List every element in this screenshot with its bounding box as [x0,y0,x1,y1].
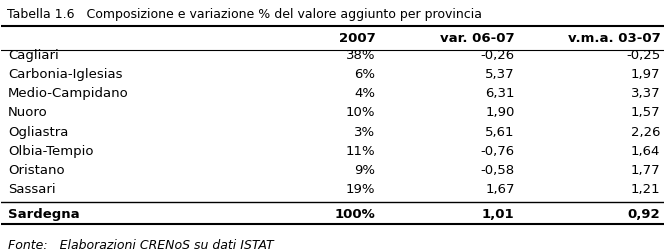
Text: Nuoro: Nuoro [8,106,48,119]
Text: -0,25: -0,25 [626,49,660,61]
Text: 9%: 9% [354,163,376,176]
Text: -0,76: -0,76 [481,144,515,157]
Text: 1,64: 1,64 [631,144,660,157]
Text: 4%: 4% [354,87,376,100]
Text: 10%: 10% [346,106,376,119]
Text: Carbonia-Iglesias: Carbonia-Iglesias [8,68,122,81]
Text: Cagliari: Cagliari [8,49,59,61]
Text: 6%: 6% [354,68,376,81]
Text: 11%: 11% [346,144,376,157]
Text: Fonte:   Elaborazioni CRENoS su dati ISTAT: Fonte: Elaborazioni CRENoS su dati ISTAT [8,238,273,251]
Text: Sassari: Sassari [8,182,56,195]
Text: 19%: 19% [346,182,376,195]
Text: 1,01: 1,01 [482,207,515,220]
Text: Ogliastra: Ogliastra [8,125,68,138]
Text: 38%: 38% [346,49,376,61]
Text: Olbia-Tempio: Olbia-Tempio [8,144,94,157]
Text: 1,90: 1,90 [485,106,515,119]
Text: 3%: 3% [354,125,376,138]
Text: 6,31: 6,31 [485,87,515,100]
Text: 1,21: 1,21 [630,182,660,195]
Text: 5,37: 5,37 [485,68,515,81]
Text: 3,37: 3,37 [630,87,660,100]
Text: 1,77: 1,77 [630,163,660,176]
Text: 1,67: 1,67 [485,182,515,195]
Text: var. 06-07: var. 06-07 [440,32,515,45]
Text: -0,58: -0,58 [481,163,515,176]
Text: 1,97: 1,97 [631,68,660,81]
Text: Medio-Campidano: Medio-Campidano [8,87,129,100]
Text: v.m.a. 03-07: v.m.a. 03-07 [567,32,660,45]
Text: Tabella 1.6   Composizione e variazione % del valore aggiunto per provincia: Tabella 1.6 Composizione e variazione % … [7,8,481,20]
Text: 100%: 100% [334,207,376,220]
Text: 1,57: 1,57 [630,106,660,119]
Text: 2,26: 2,26 [631,125,660,138]
Text: 5,61: 5,61 [485,125,515,138]
Text: -0,26: -0,26 [481,49,515,61]
Text: 2007: 2007 [338,32,376,45]
Text: Sardegna: Sardegna [8,207,80,220]
Text: 0,92: 0,92 [628,207,660,220]
Text: Oristano: Oristano [8,163,65,176]
